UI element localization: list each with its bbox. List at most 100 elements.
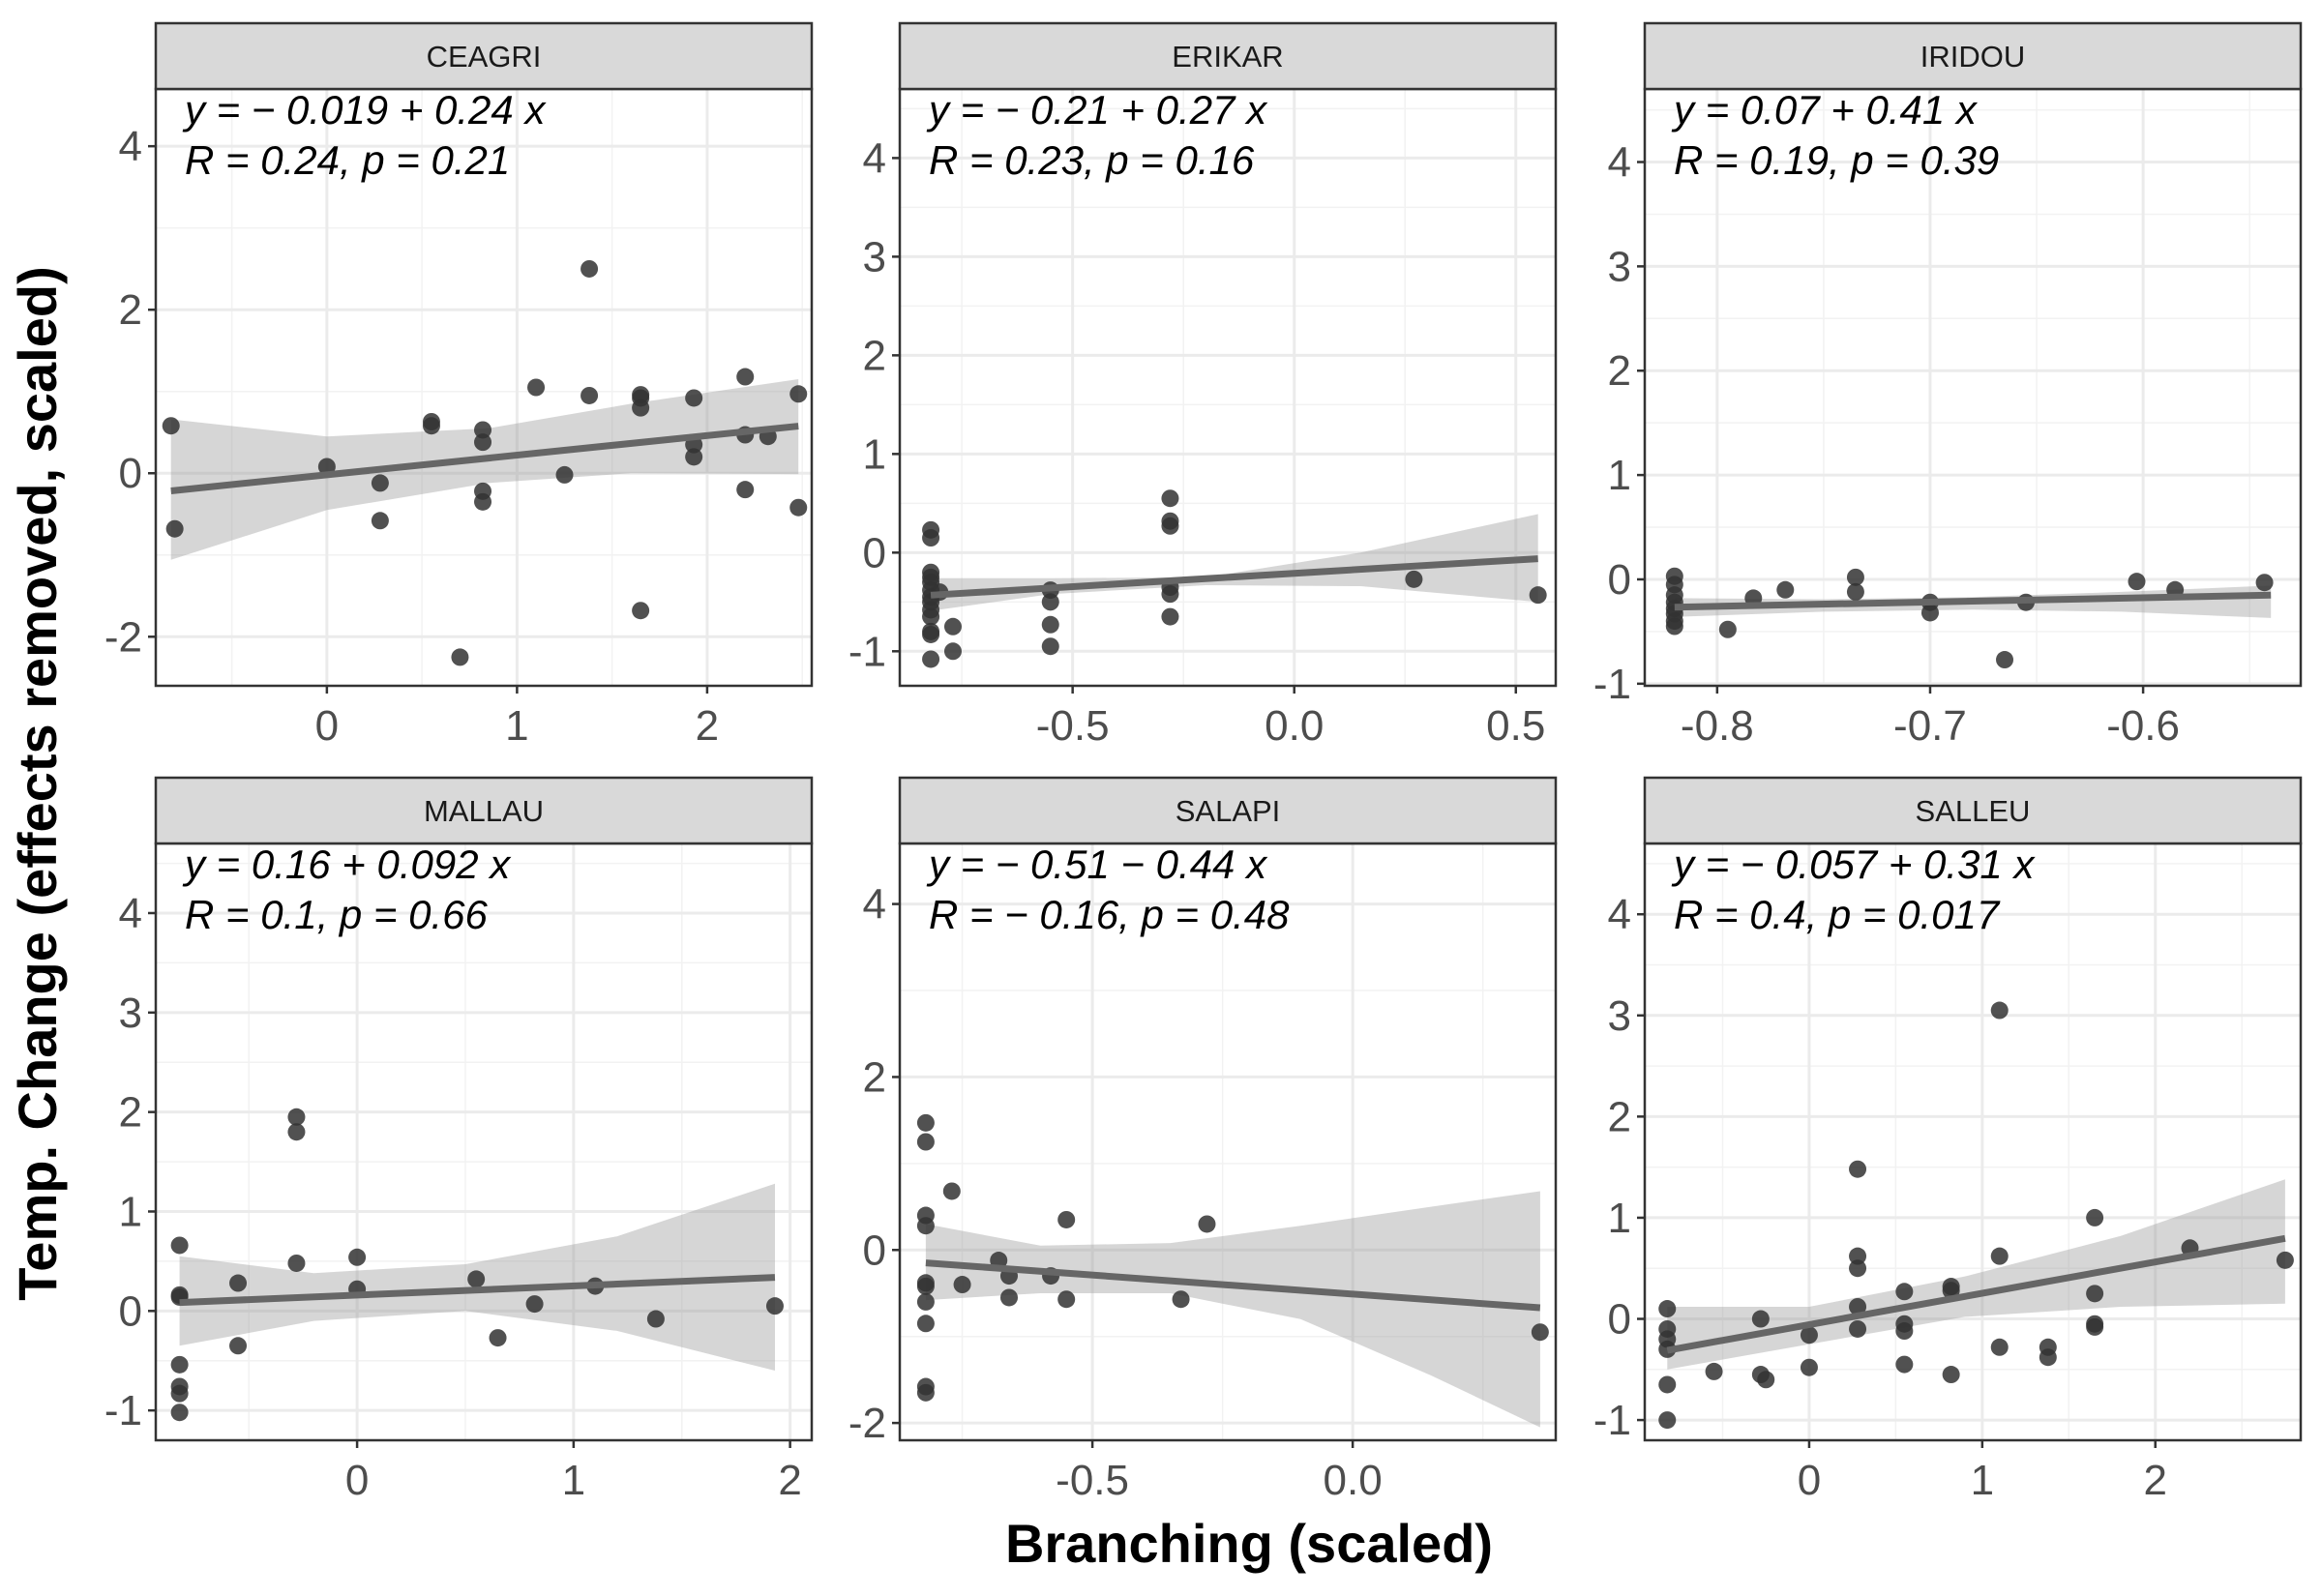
- x-tick-label: 0: [1798, 1457, 1821, 1504]
- y-tick-label: 1: [119, 1188, 142, 1235]
- regression-line: [925, 1259, 1541, 1312]
- facet-panel-mallau: MALLAU -1 0 1 2 3 4 0 1 2 y = 0.16 + 0.092 x R = 0.…: [104, 776, 814, 1504]
- data-point: [229, 1337, 248, 1355]
- data-point: [527, 378, 546, 397]
- data-point: [1849, 1297, 1867, 1315]
- x-tick-label: -0.6: [2106, 702, 2180, 750]
- data-point: [287, 1108, 306, 1126]
- x-axis-title: Branching (scaled): [1005, 1513, 1493, 1574]
- y-tick-label: 4: [863, 134, 886, 182]
- y-tick-label: 4: [1608, 891, 1631, 938]
- y-tick-label: 0: [119, 1287, 142, 1335]
- regression-equation: y = 0.07 + 0.41 x: [1671, 87, 1979, 133]
- facet-panel-erikar: ERIKAR -1 0 1 2 3 4 -0.5 0.0 0.5 y = − 0.21 + 0.27…: [848, 21, 1558, 750]
- data-point: [1658, 1300, 1677, 1318]
- data-point: [1161, 489, 1179, 508]
- data-point: [170, 1355, 189, 1374]
- confidence-band: [925, 1191, 1540, 1428]
- y-tick-label: 0: [119, 450, 142, 497]
- y-tick-label: 4: [863, 881, 886, 929]
- y-tick-label: 2: [119, 286, 142, 334]
- correlation-stats: R = 0.23, p = 0.16: [929, 137, 1255, 183]
- data-point: [916, 1292, 935, 1311]
- data-point: [1895, 1322, 1914, 1341]
- data-point: [736, 368, 755, 386]
- data-point: [1405, 570, 1423, 588]
- facet-strip-label: SALLEU: [1916, 794, 2031, 828]
- data-point: [1057, 1290, 1076, 1309]
- data-point: [1665, 617, 1683, 635]
- correlation-stats: R = 0.19, p = 0.39: [1674, 137, 1999, 183]
- data-point: [1057, 1210, 1076, 1228]
- data-point: [1161, 517, 1179, 535]
- data-point: [1161, 585, 1179, 604]
- y-tick-label: 2: [1608, 347, 1631, 395]
- data-point: [474, 421, 492, 439]
- data-point: [1658, 1375, 1677, 1394]
- regression-equation: y = − 0.21 + 0.27 x: [926, 87, 1268, 133]
- y-tick-label: -2: [104, 613, 142, 661]
- data-point: [489, 1329, 507, 1347]
- y-tick-label: 4: [1608, 139, 1631, 187]
- regression-line: [930, 555, 1538, 599]
- correlation-stats: R = 0.4, p = 0.017: [1674, 892, 2001, 937]
- y-tick-label: -2: [848, 1400, 886, 1447]
- data-point: [736, 481, 755, 499]
- panel-background: [900, 843, 1556, 1440]
- data-point: [348, 1248, 367, 1266]
- y-tick-label: 0: [1608, 1296, 1631, 1344]
- facet-strip: [154, 21, 814, 91]
- data-point: [922, 650, 940, 668]
- data-point: [789, 385, 808, 403]
- data-point: [1846, 582, 1864, 601]
- data-point: [580, 386, 599, 404]
- data-point: [371, 474, 389, 492]
- regression-equation: y = − 0.019 + 0.24 x: [182, 87, 547, 133]
- data-point: [2255, 574, 2274, 592]
- confidence-band: [170, 379, 799, 560]
- x-tick-label: -0.5: [1036, 702, 1110, 750]
- data-point: [1996, 651, 2014, 669]
- data-point: [1198, 1215, 1216, 1233]
- panel-background: [156, 89, 812, 686]
- data-point: [916, 1133, 935, 1151]
- y-tick-label: -1: [1593, 661, 1631, 708]
- panels-container: CEAGRI -2 0 2 4 0 1 2 y = − 0.019 + 0.24 x R = 0.…: [104, 21, 2303, 1504]
- y-tick-label: -1: [848, 628, 886, 675]
- x-tick-label: -0.8: [1681, 702, 1754, 750]
- data-point: [2276, 1251, 2294, 1269]
- y-tick-label: 2: [863, 332, 886, 379]
- y-axis-title: Temp. Change (effects removed, scaled): [7, 266, 68, 1301]
- facet-strip: [1643, 21, 2303, 91]
- data-point: [1942, 1366, 1960, 1384]
- data-point: [1041, 637, 1059, 656]
- data-point: [943, 642, 962, 661]
- data-point: [943, 617, 962, 635]
- y-tick-label: 3: [1608, 243, 1631, 290]
- data-point: [789, 498, 808, 517]
- x-tick-label: 2: [778, 1457, 801, 1504]
- data-point: [632, 399, 650, 417]
- y-tick-label: 0: [863, 1227, 886, 1274]
- facet-strip-label: ERIKAR: [1172, 40, 1283, 74]
- data-point: [916, 1315, 935, 1333]
- data-point: [1658, 1411, 1677, 1430]
- data-point: [1849, 1247, 1867, 1265]
- data-point: [942, 1182, 961, 1200]
- data-point: [1531, 1323, 1549, 1342]
- data-point: [287, 1254, 306, 1272]
- data-point: [2039, 1348, 2057, 1367]
- x-tick-label: 2: [2143, 1457, 2166, 1504]
- data-point: [1846, 568, 1864, 586]
- data-point: [1705, 1362, 1723, 1380]
- data-point: [451, 648, 469, 666]
- data-point: [1172, 1290, 1190, 1309]
- data-point: [632, 602, 650, 620]
- facet-strip-label: CEAGRI: [427, 40, 542, 74]
- data-point: [580, 259, 599, 278]
- data-point: [1849, 1259, 1867, 1278]
- data-point: [2086, 1317, 2104, 1336]
- y-tick-label: 2: [119, 1089, 142, 1137]
- data-point: [2128, 573, 2146, 591]
- y-tick-label: 2: [863, 1053, 886, 1101]
